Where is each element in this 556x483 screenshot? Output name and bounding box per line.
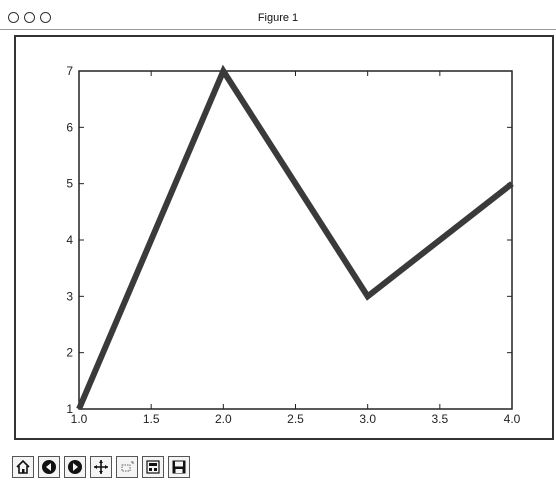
y-tick-label: 3 bbox=[66, 289, 73, 303]
x-axis: 1.0 1.5 2.0 2.5 3.0 3.5 4.0 bbox=[71, 71, 521, 426]
data-point bbox=[222, 70, 224, 72]
subplots-icon bbox=[146, 460, 160, 474]
y-tick-label: 2 bbox=[66, 346, 73, 360]
zoom-window-button[interactable] bbox=[40, 12, 51, 23]
floppy-disk-icon bbox=[172, 460, 186, 474]
y-tick-label: 4 bbox=[66, 233, 73, 247]
line-chart: 1 2 3 4 5 6 7 1.0 1.5 2.0 2.5 3.0 3.5 4.0 bbox=[66, 64, 521, 426]
pan-button[interactable] bbox=[90, 456, 112, 478]
x-tick-label: 2.5 bbox=[287, 412, 304, 426]
y-tick-label: 1 bbox=[66, 402, 73, 416]
zoom-button[interactable] bbox=[116, 456, 138, 478]
minimize-window-button[interactable] bbox=[24, 12, 35, 23]
move-arrows-icon bbox=[94, 460, 108, 474]
x-tick-label: 2.0 bbox=[215, 412, 232, 426]
x-tick-label: 4.0 bbox=[504, 412, 521, 426]
y-axis: 1 2 3 4 5 6 7 bbox=[66, 64, 512, 416]
data-point bbox=[367, 295, 369, 297]
back-arrow-icon bbox=[42, 460, 56, 474]
save-button[interactable] bbox=[168, 456, 190, 478]
home-button[interactable] bbox=[12, 456, 34, 478]
zoom-rect-icon bbox=[121, 461, 134, 472]
data-point bbox=[511, 183, 513, 185]
forward-arrow-icon bbox=[68, 460, 82, 474]
window-title: Figure 1 bbox=[257, 12, 299, 24]
y-tick-label: 6 bbox=[66, 120, 73, 134]
home-icon bbox=[16, 459, 30, 474]
x-tick-label: 1.0 bbox=[71, 412, 88, 426]
x-tick-label: 3.0 bbox=[359, 412, 376, 426]
x-tick-label: 1.5 bbox=[143, 412, 160, 426]
titlebar-divider bbox=[0, 29, 556, 30]
figure-canvas: 1 2 3 4 5 6 7 1.0 1.5 2.0 2.5 3.0 3.5 4.0 bbox=[14, 35, 554, 440]
y-tick-label: 5 bbox=[66, 177, 73, 191]
forward-button[interactable] bbox=[64, 456, 86, 478]
plot-axes-frame bbox=[78, 70, 513, 410]
back-button[interactable] bbox=[38, 456, 60, 478]
y-tick-label: 7 bbox=[66, 64, 73, 78]
series-line bbox=[76, 64, 514, 411]
series-group bbox=[76, 64, 514, 411]
data-point bbox=[78, 408, 80, 410]
window-titlebar: Figure 1 bbox=[0, 0, 556, 30]
configure-subplots-button[interactable] bbox=[142, 456, 164, 478]
close-window-button[interactable] bbox=[8, 12, 19, 23]
x-tick-label: 3.5 bbox=[431, 412, 448, 426]
